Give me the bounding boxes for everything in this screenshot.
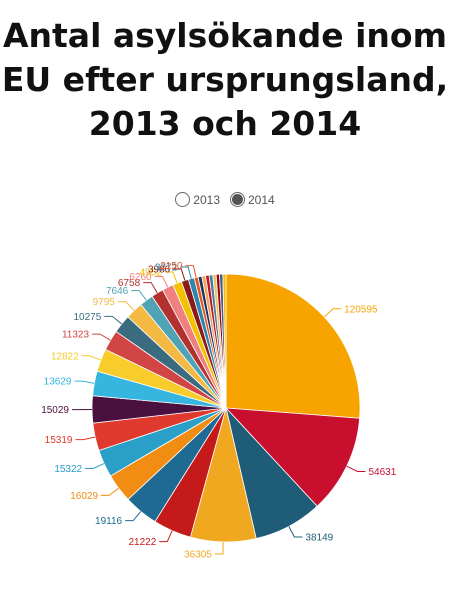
year-toggle-2013-label: 2013 (193, 192, 220, 207)
year-toggle-2013[interactable]: 2013 (175, 192, 220, 207)
pie-value-label: 15319 (45, 435, 73, 446)
title-line-3: 2013 och 2014 (88, 104, 362, 143)
pie-value-label: 6260 (129, 272, 152, 283)
pie-value-label: 36305 (184, 549, 212, 560)
pie-value-label: 13629 (44, 377, 72, 388)
pie-label-connector (131, 290, 147, 301)
pie-label-connector (143, 282, 158, 294)
pie-slices (91, 273, 361, 543)
pie-value-label: 7646 (106, 286, 129, 297)
radio-2013-icon[interactable] (175, 192, 191, 207)
pie-label-connector (104, 315, 122, 325)
title-line-1: Antal asylsökande inom (3, 16, 447, 55)
pie-label-connector (214, 541, 224, 555)
radio-2014-icon[interactable] (230, 192, 245, 207)
pie-value-label: 11323 (62, 330, 90, 341)
pie-value-label: 3272 (155, 262, 178, 273)
chart-title: Antal asylsökande inom EU efter ursprung… (0, 0, 450, 146)
pie-value-label: 15322 (54, 464, 82, 475)
year-toggle-2014[interactable]: 2014 (230, 192, 275, 207)
pie-value-label: 16029 (70, 491, 98, 502)
pie-label-connector (185, 265, 197, 278)
pie-slice[interactable] (222, 273, 227, 409)
pie-label-connector (164, 271, 178, 284)
pie-value-label: 6758 (118, 278, 141, 289)
pie-label-connector (92, 333, 111, 341)
pie-value-label: 10275 (73, 312, 101, 323)
pie-label-connector (154, 275, 169, 288)
year-toggle-group: 2013 2014 (0, 192, 450, 207)
pie-label-connector (117, 301, 135, 311)
year-toggle-2014-label: 2014 (248, 192, 275, 207)
pie-value-label: 120595 (344, 304, 378, 315)
pie-slice[interactable] (225, 273, 361, 419)
pie-label-connector (173, 268, 186, 281)
pie-label-connector (74, 380, 95, 384)
pie-labels: 120595 54631 38149 36305 21222 19116 16029 1532… (41, 261, 397, 560)
pie-value-label: 4952 (140, 268, 163, 279)
pie-label-connector (125, 511, 142, 522)
pie-chart: 120595 54631 38149 36305 21222 19116 16029 1532… (41, 261, 397, 560)
pie-label-connector (323, 308, 342, 318)
pie-label-connector (81, 355, 102, 361)
pie-label-connector (159, 530, 173, 543)
pie-value-label: 9795 (93, 297, 116, 308)
pie-label-connector (85, 463, 105, 470)
pie-value-label: 19116 (95, 516, 123, 527)
pie-value-label: 38149 (305, 532, 333, 543)
pie-label-connector (346, 465, 366, 472)
pie-value-label: 2150 (160, 261, 183, 272)
pie-label-connector (288, 526, 303, 538)
pie-label-connector (180, 266, 192, 279)
pie-value-label: 15029 (41, 405, 69, 416)
pie-label-connector (75, 436, 96, 441)
pie-value-label: 54631 (368, 467, 396, 478)
pie-value-label: 12822 (51, 351, 79, 362)
title-line-2: EU efter ursprungsland, (1, 60, 449, 99)
pie-slice[interactable] (225, 407, 361, 507)
pie-value-label: 3986 (148, 265, 171, 276)
pie-label-connector (101, 487, 119, 496)
pie-value-label: 21222 (128, 537, 156, 548)
